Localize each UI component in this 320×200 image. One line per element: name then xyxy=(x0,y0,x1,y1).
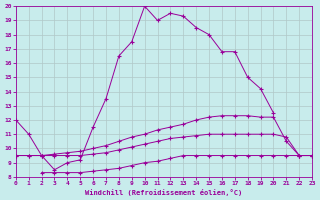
X-axis label: Windchill (Refroidissement éolien,°C): Windchill (Refroidissement éolien,°C) xyxy=(85,189,243,196)
